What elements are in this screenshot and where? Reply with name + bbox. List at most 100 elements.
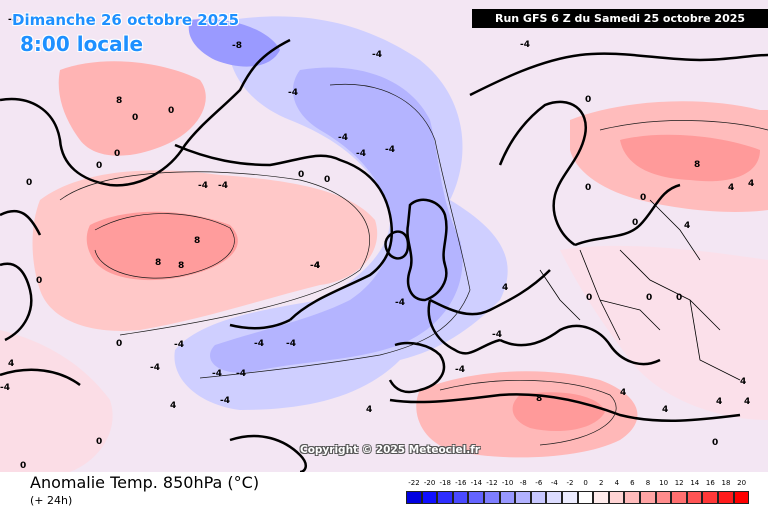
value-label: 0 [632, 218, 638, 228]
value-label: -4 [0, 383, 10, 393]
value-label: 0 [114, 149, 120, 159]
value-label: 0 [586, 293, 592, 303]
legend-swatch [702, 491, 718, 504]
value-label: 4 [366, 405, 372, 415]
legend-tick-label: 14 [690, 479, 700, 487]
value-label: -4 [198, 181, 208, 191]
legend-swatch [437, 491, 453, 504]
value-label: 0 [712, 438, 718, 448]
legend-swatch [452, 491, 469, 504]
contour-lines [59, 83, 768, 446]
legend-tick-label: -14 [470, 479, 483, 487]
map-canvas: -4 -8 -4 -4 -4 -4 -4 -4 -4 -4 -4 -4 -4 -… [0, 0, 768, 472]
legend-tick-label: 2 [598, 479, 604, 487]
value-label: 0 [324, 175, 330, 185]
legend-swatch [499, 491, 516, 504]
value-label: -4 [286, 339, 296, 349]
legend-swatch [406, 491, 422, 504]
cold-core-zone [210, 67, 463, 373]
legend-swatch [624, 491, 640, 504]
value-label: -4 [310, 261, 320, 271]
legend-tick-label: -6 [535, 479, 543, 487]
warm-east-europe-zone [560, 245, 768, 420]
legend-tick-label: 20 [737, 479, 747, 487]
italy-balkan-coast [499, 324, 661, 366]
contour-minus4 [199, 83, 471, 379]
legend-swatch [655, 491, 672, 504]
anomaly-map: -4 -8 -4 -4 -4 -4 -4 -4 -4 -4 -4 -4 -4 -… [0, 0, 768, 472]
canada-coast [0, 209, 42, 236]
legend-swatch [421, 491, 438, 504]
iceland-atlantic-coast [174, 143, 394, 321]
color-legend: -22 -20 -18 -16 -14 -12 -10 -8 -6 -4 -2 0 2 4 6 8 10 12 14… [406, 479, 750, 509]
value-label: -8 [232, 41, 242, 51]
value-label: -4 [220, 396, 230, 406]
legend-swatch [718, 491, 734, 504]
contour-4-med [439, 379, 617, 446]
iberia-coast [388, 341, 446, 394]
value-label: -4 [385, 145, 395, 155]
value-label: 4 [502, 283, 508, 293]
value-label: 0 [676, 293, 682, 303]
cold-greenland-zone [188, 19, 280, 67]
value-label: 4 [170, 401, 176, 411]
great-britain-coast [406, 198, 448, 302]
contour-8-atlantic [94, 213, 235, 279]
legend-swatch [546, 491, 562, 504]
legend-swatch [515, 491, 531, 504]
legend-tick-label: 8 [645, 479, 651, 487]
value-label: 0 [640, 193, 646, 203]
warm-atlantic-core [86, 211, 238, 281]
atlantic-isle [229, 434, 307, 472]
legend-swatch [640, 491, 656, 504]
baltic-coast [574, 183, 681, 247]
value-label: -4 [218, 181, 228, 191]
value-label: -4 [372, 50, 382, 60]
value-label: 8 [178, 261, 184, 271]
value-label: 0 [132, 113, 138, 123]
value-label: 8 [194, 236, 200, 246]
value-label: -4 [254, 339, 264, 349]
ireland-coast [384, 230, 410, 260]
legend-tick-label: -16 [455, 479, 467, 487]
value-label: -4 [236, 369, 246, 379]
run-banner: Run GFS 6 Z du Samedi 25 octobre 2025 [472, 9, 768, 28]
azores-line [229, 318, 291, 330]
value-label: 4 [684, 221, 690, 231]
value-labels: -4 -8 -4 -4 -4 -4 -4 -4 -4 -4 -4 -4 -4 -… [0, 15, 754, 471]
legend-tick-label: -20 [423, 479, 436, 487]
value-label: 4 [716, 397, 722, 407]
legend-swatch [608, 491, 625, 504]
value-label: -4 [338, 133, 348, 143]
value-label: -4 [212, 369, 222, 379]
value-label: 4 [314, 261, 320, 271]
warm-southwest-zone [0, 330, 113, 472]
legend-swatch [671, 491, 687, 504]
sw-coast [0, 368, 81, 387]
contour-4-russia [599, 120, 768, 131]
copyright-text: Copyright © 2025 Meteociel.fr [300, 444, 480, 456]
value-label: -4 [492, 330, 502, 340]
value-label: -4 [455, 365, 465, 375]
legend-tick-label: -22 [408, 479, 420, 487]
biscay-coast [427, 299, 501, 355]
value-label: 4 [740, 377, 746, 387]
legend-tick-label: 18 [721, 479, 731, 487]
legend-tick-label: 4 [614, 479, 620, 487]
value-label: 0 [26, 178, 32, 188]
north-africa-coast [389, 393, 741, 423]
value-label: -4 [395, 298, 405, 308]
value-label: 8 [155, 258, 161, 268]
legend-swatch [530, 491, 547, 504]
legend-tick-label: 12 [674, 479, 684, 487]
value-label: -4 [356, 149, 366, 159]
map-title: Anomalie Temp. 850hPa (°C) [30, 473, 260, 492]
legend-swatch [577, 491, 594, 504]
warm-greenland-zone [58, 61, 206, 156]
value-label: 0 [646, 293, 652, 303]
legend-tick-label: -10 [501, 479, 514, 487]
value-label: -4 [288, 88, 298, 98]
value-label: 0 [36, 276, 42, 286]
legend-tick-label: 16 [705, 479, 715, 487]
newfoundland-coast [0, 262, 33, 342]
